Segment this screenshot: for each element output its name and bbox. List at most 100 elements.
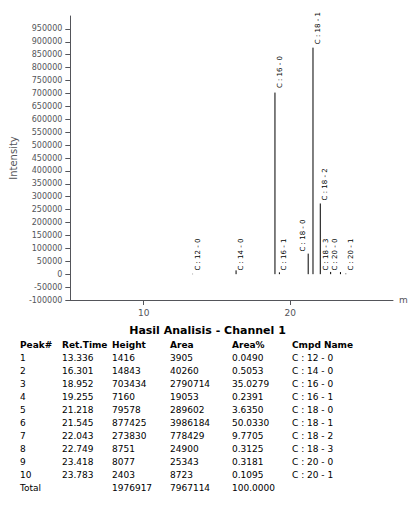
svg-text:2403: 2403 xyxy=(112,470,135,480)
svg-text:C : 18 - 1: C : 18 - 1 xyxy=(292,418,333,428)
svg-text:19053: 19053 xyxy=(170,392,199,402)
svg-text:0.0490: 0.0490 xyxy=(232,353,264,363)
svg-text:273830: 273830 xyxy=(112,431,147,441)
svg-text:0.2391: 0.2391 xyxy=(232,392,264,402)
svg-text:7967114: 7967114 xyxy=(170,483,210,493)
svg-text:C : 16 - 1: C : 16 - 1 xyxy=(280,239,288,271)
svg-text:C : 18 - 3: C : 18 - 3 xyxy=(322,239,330,271)
svg-text:22.749: 22.749 xyxy=(62,444,94,454)
svg-text:40260: 40260 xyxy=(170,366,199,376)
svg-text:5: 5 xyxy=(20,405,26,415)
svg-text:14843: 14843 xyxy=(112,366,141,376)
svg-text:0.3125: 0.3125 xyxy=(232,444,264,454)
svg-text:1: 1 xyxy=(20,353,26,363)
svg-text:C : 20 - 1: C : 20 - 1 xyxy=(347,239,355,271)
svg-text:C : 18 - 1: C : 18 - 1 xyxy=(314,12,322,44)
svg-text:2790714: 2790714 xyxy=(170,379,210,389)
svg-text:8077: 8077 xyxy=(112,457,135,467)
svg-text:C : 18 - 2: C : 18 - 2 xyxy=(321,168,329,200)
svg-text:100.0000: 100.0000 xyxy=(232,483,275,493)
svg-text:Hasil Analisis - Channel 1: Hasil Analisis - Channel 1 xyxy=(129,324,286,337)
svg-text:20: 20 xyxy=(285,308,297,318)
svg-text:50.0330: 50.0330 xyxy=(232,418,269,428)
svg-text:18.952: 18.952 xyxy=(62,379,94,389)
svg-text:C : 20 - 1: C : 20 - 1 xyxy=(292,470,333,480)
svg-text:C : 16 - 1: C : 16 - 1 xyxy=(292,392,333,402)
svg-text:3986184: 3986184 xyxy=(170,418,210,428)
svg-text:10: 10 xyxy=(20,470,32,480)
svg-text:21.218: 21.218 xyxy=(62,405,94,415)
svg-text:Area%: Area% xyxy=(232,340,265,350)
svg-text:7: 7 xyxy=(20,431,26,441)
svg-text:350000: 350000 xyxy=(32,179,63,188)
svg-text:23.783: 23.783 xyxy=(62,470,94,480)
svg-text:10: 10 xyxy=(138,308,150,318)
svg-text:79578: 79578 xyxy=(112,405,141,415)
svg-text:3.6350: 3.6350 xyxy=(232,405,264,415)
svg-text:25343: 25343 xyxy=(170,457,199,467)
svg-text:850000: 850000 xyxy=(32,50,63,59)
svg-text:C : 18 - 3: C : 18 - 3 xyxy=(292,444,333,454)
svg-text:9: 9 xyxy=(20,457,26,467)
svg-text:Cmpd Name: Cmpd Name xyxy=(292,340,353,350)
svg-text:35.0279: 35.0279 xyxy=(232,379,269,389)
svg-text:550000: 550000 xyxy=(32,128,63,137)
svg-text:3905: 3905 xyxy=(170,353,193,363)
svg-text:300000: 300000 xyxy=(32,192,63,201)
svg-text:24900: 24900 xyxy=(170,444,199,454)
svg-text:Ret.Time: Ret.Time xyxy=(62,340,107,350)
svg-text:8723: 8723 xyxy=(170,470,193,480)
svg-text:-50000: -50000 xyxy=(34,283,62,292)
svg-text:1416: 1416 xyxy=(112,353,135,363)
svg-text:22.043: 22.043 xyxy=(62,431,94,441)
svg-text:C : 18 - 0: C : 18 - 0 xyxy=(292,405,333,415)
svg-text:50000: 50000 xyxy=(37,257,62,266)
svg-text:1976917: 1976917 xyxy=(112,483,152,493)
svg-text:0.3181: 0.3181 xyxy=(232,457,264,467)
svg-text:750000: 750000 xyxy=(32,76,63,85)
svg-text:200000: 200000 xyxy=(32,218,63,227)
svg-text:400000: 400000 xyxy=(32,166,63,175)
svg-text:C : 16 - 0: C : 16 - 0 xyxy=(292,379,333,389)
svg-text:13.336: 13.336 xyxy=(62,353,94,363)
svg-text:500000: 500000 xyxy=(32,141,63,150)
svg-text:6: 6 xyxy=(20,418,26,428)
svg-text:Intensity: Intensity xyxy=(8,136,19,180)
svg-text:C : 18 - 2: C : 18 - 2 xyxy=(292,431,333,441)
svg-text:Total: Total xyxy=(19,483,41,493)
svg-text:778429: 778429 xyxy=(170,431,205,441)
svg-text:19.255: 19.255 xyxy=(62,392,94,402)
svg-text:900000: 900000 xyxy=(32,37,63,46)
svg-text:23.418: 23.418 xyxy=(62,457,94,467)
svg-text:21.545: 21.545 xyxy=(62,418,94,428)
svg-text:950000: 950000 xyxy=(32,24,63,33)
svg-text:7160: 7160 xyxy=(112,392,135,402)
svg-text:C : 16 - 0: C : 16 - 0 xyxy=(276,56,284,88)
svg-text:650000: 650000 xyxy=(32,102,63,111)
svg-text:877425: 877425 xyxy=(112,418,146,428)
svg-text:-100000: -100000 xyxy=(29,296,62,305)
svg-text:0.5053: 0.5053 xyxy=(232,366,264,376)
svg-text:250000: 250000 xyxy=(32,205,63,214)
svg-text:C : 20 - 0: C : 20 - 0 xyxy=(331,239,339,271)
svg-text:Peak#: Peak# xyxy=(20,340,52,350)
svg-text:800000: 800000 xyxy=(32,63,63,72)
svg-text:8: 8 xyxy=(20,444,26,454)
svg-text:C : 20 - 0: C : 20 - 0 xyxy=(292,457,333,467)
svg-text:Height: Height xyxy=(112,340,147,350)
svg-text:C : 18 - 0: C : 18 - 0 xyxy=(299,219,307,251)
svg-text:9.7705: 9.7705 xyxy=(232,431,264,441)
svg-text:100000: 100000 xyxy=(32,244,63,253)
svg-text:600000: 600000 xyxy=(32,115,63,124)
svg-text:2: 2 xyxy=(20,366,26,376)
svg-text:3: 3 xyxy=(20,379,26,389)
svg-text:8751: 8751 xyxy=(112,444,135,454)
svg-text:C : 12 - 0: C : 12 - 0 xyxy=(292,353,333,363)
svg-text:289602: 289602 xyxy=(170,405,204,415)
svg-text:450000: 450000 xyxy=(32,154,63,163)
svg-text:700000: 700000 xyxy=(32,89,63,98)
svg-text:C : 14 - 0: C : 14 - 0 xyxy=(292,366,333,376)
svg-text:0.1095: 0.1095 xyxy=(232,470,264,480)
svg-text:16.301: 16.301 xyxy=(62,366,94,376)
svg-text:m: m xyxy=(399,295,408,305)
